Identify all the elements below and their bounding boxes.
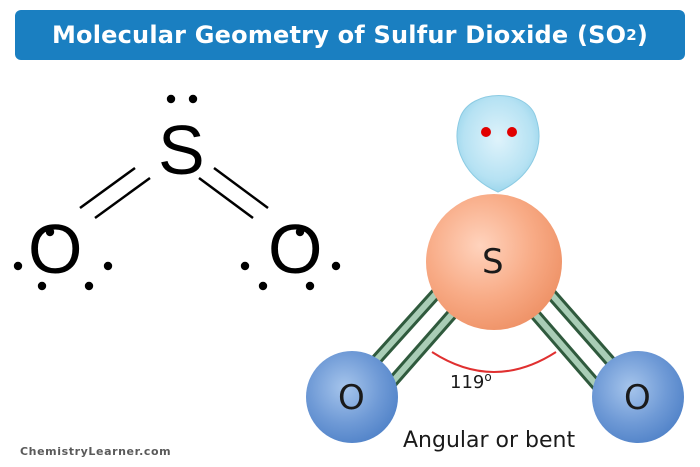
lone-pair-electron	[507, 127, 517, 137]
ball-oxygen-left-label: O	[338, 378, 365, 418]
lewis-double-bond-right	[198, 166, 269, 220]
oxygen-sphere-left	[306, 351, 398, 443]
ball-and-stick-model	[306, 95, 684, 443]
bond-angle-label: 119o	[450, 370, 492, 393]
site-footer: ChemistryLearner.com	[20, 445, 172, 458]
oxygen-sphere-right	[592, 351, 684, 443]
lewis-sulfur-symbol: S	[158, 111, 205, 189]
bond-angle-value: 119	[450, 372, 485, 393]
sulfur-sphere	[426, 194, 562, 330]
lewis-double-bond-left	[79, 166, 151, 220]
ball-oxygen-right-label: O	[624, 378, 651, 418]
lewis-structure	[13, 94, 341, 291]
title-banner: Molecular Geometry of Sulfur Dioxide (SO…	[15, 10, 685, 60]
lone-pair-lobe	[456, 95, 540, 193]
degree-symbol: o	[484, 370, 492, 384]
lewis-oxygen-left-symbol: O	[28, 210, 83, 288]
sulfur-lone-pair-dots	[166, 94, 198, 104]
lewis-oxygen-right-symbol: O	[268, 210, 323, 288]
lone-pair-electron	[481, 127, 491, 137]
bond-angle-arc	[431, 351, 557, 373]
title-text: Molecular Geometry of Sulfur Dioxide (SO	[51, 21, 627, 49]
shape-caption: Angular or bent	[403, 428, 576, 453]
right-oxygen-lone-pair-dots	[240, 227, 341, 291]
left-oxygen-lone-pair-dots	[13, 227, 113, 291]
title-closing: )	[636, 21, 649, 49]
ball-sulfur-label: S	[482, 242, 504, 282]
